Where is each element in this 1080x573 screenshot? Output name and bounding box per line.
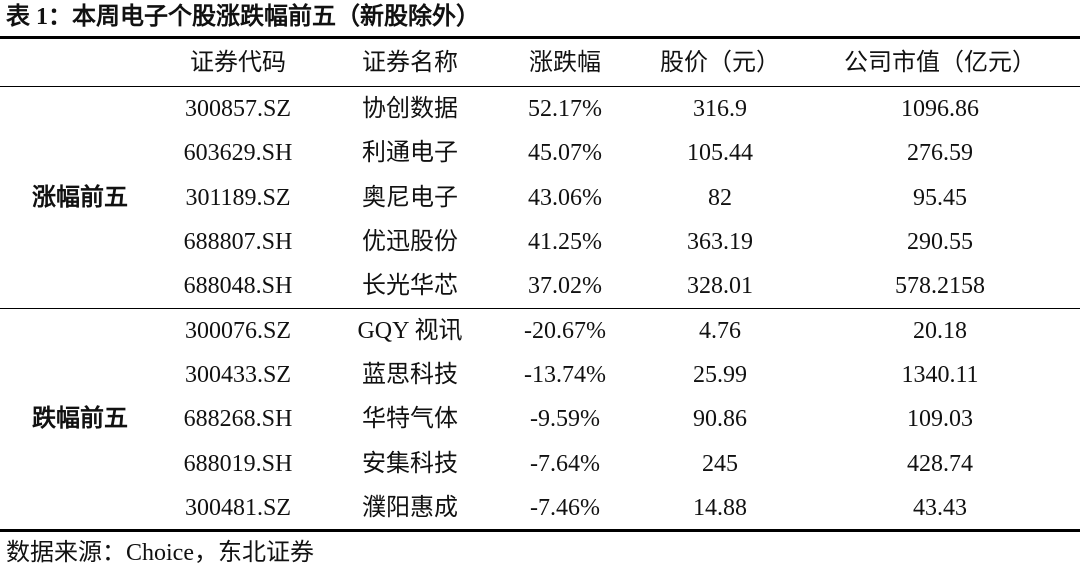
column-header: 涨跌幅 [529, 50, 601, 76]
stock-name: 奥尼电子 [362, 184, 458, 211]
stock-code: 300857.SZ [184, 96, 292, 123]
stock-code: 688807.SH [183, 229, 293, 256]
stock-code: 300481.SZ [184, 494, 292, 521]
stock-name: 优迅股份 [362, 229, 458, 256]
price: 245 [702, 450, 738, 477]
column-header: 公司市值（亿元） [844, 50, 1036, 76]
price: 363.19 [687, 229, 753, 256]
market-cap: 109.03 [907, 406, 973, 433]
change-pct: -7.46% [530, 494, 600, 521]
stock-code: 300433.SZ [184, 361, 292, 388]
price: 4.76 [699, 317, 741, 344]
market-cap: 95.45 [913, 184, 967, 211]
change-pct: -20.67% [524, 317, 606, 344]
market-cap: 1096.86 [901, 96, 979, 123]
bottom-rule [0, 529, 1080, 532]
change-pct: 52.17% [528, 96, 602, 123]
change-pct: 41.25% [528, 229, 602, 256]
market-cap: 428.74 [907, 450, 973, 477]
stock-name: 华特气体 [362, 406, 458, 433]
price: 82 [708, 184, 732, 211]
stock-code: 688019.SH [183, 450, 293, 477]
stock-code: 688048.SH [183, 273, 293, 300]
market-cap: 43.43 [913, 494, 967, 521]
change-pct: -9.59% [530, 406, 600, 433]
price: 14.88 [693, 494, 747, 521]
header-rule [0, 86, 1080, 87]
stock-name: 濮阳惠成 [362, 494, 458, 521]
market-cap: 290.55 [907, 229, 973, 256]
source-note: 数据来源：Choice，东北证券 [6, 540, 314, 566]
stock-code: 603629.SH [183, 140, 293, 167]
price: 90.86 [693, 406, 747, 433]
stock-name: 蓝思科技 [362, 361, 458, 388]
group-label: 涨幅前五 [32, 184, 128, 211]
change-pct: 37.02% [528, 273, 602, 300]
price: 105.44 [687, 140, 753, 167]
stock-name: 安集科技 [362, 450, 458, 477]
change-pct: -13.74% [524, 361, 606, 388]
change-pct: -7.64% [530, 450, 600, 477]
market-cap: 20.18 [913, 317, 967, 344]
change-pct: 43.06% [528, 184, 602, 211]
column-header: 证券代码 [190, 50, 286, 76]
market-cap: 1340.11 [901, 361, 979, 388]
column-header: 股价（元） [660, 50, 780, 76]
group-rule [0, 308, 1080, 309]
stock-code: 688268.SH [183, 406, 293, 433]
top-rule [0, 36, 1080, 39]
group-label: 跌幅前五 [32, 406, 128, 433]
stock-name: GQY 视讯 [357, 317, 463, 344]
column-header: 证券名称 [362, 50, 458, 76]
price: 25.99 [693, 361, 747, 388]
stock-name: 长光华芯 [362, 273, 458, 300]
price: 328.01 [687, 273, 753, 300]
market-cap: 276.59 [907, 140, 973, 167]
stock-name: 利通电子 [362, 140, 458, 167]
table-title: 表 1：本周电子个股涨跌幅前五（新股除外） [6, 4, 480, 30]
stock-name: 协创数据 [362, 96, 458, 123]
stock-code: 300076.SZ [184, 317, 292, 344]
stock-code: 301189.SZ [185, 184, 291, 211]
price: 316.9 [693, 96, 747, 123]
change-pct: 45.07% [528, 140, 602, 167]
market-cap: 578.2158 [895, 273, 985, 300]
